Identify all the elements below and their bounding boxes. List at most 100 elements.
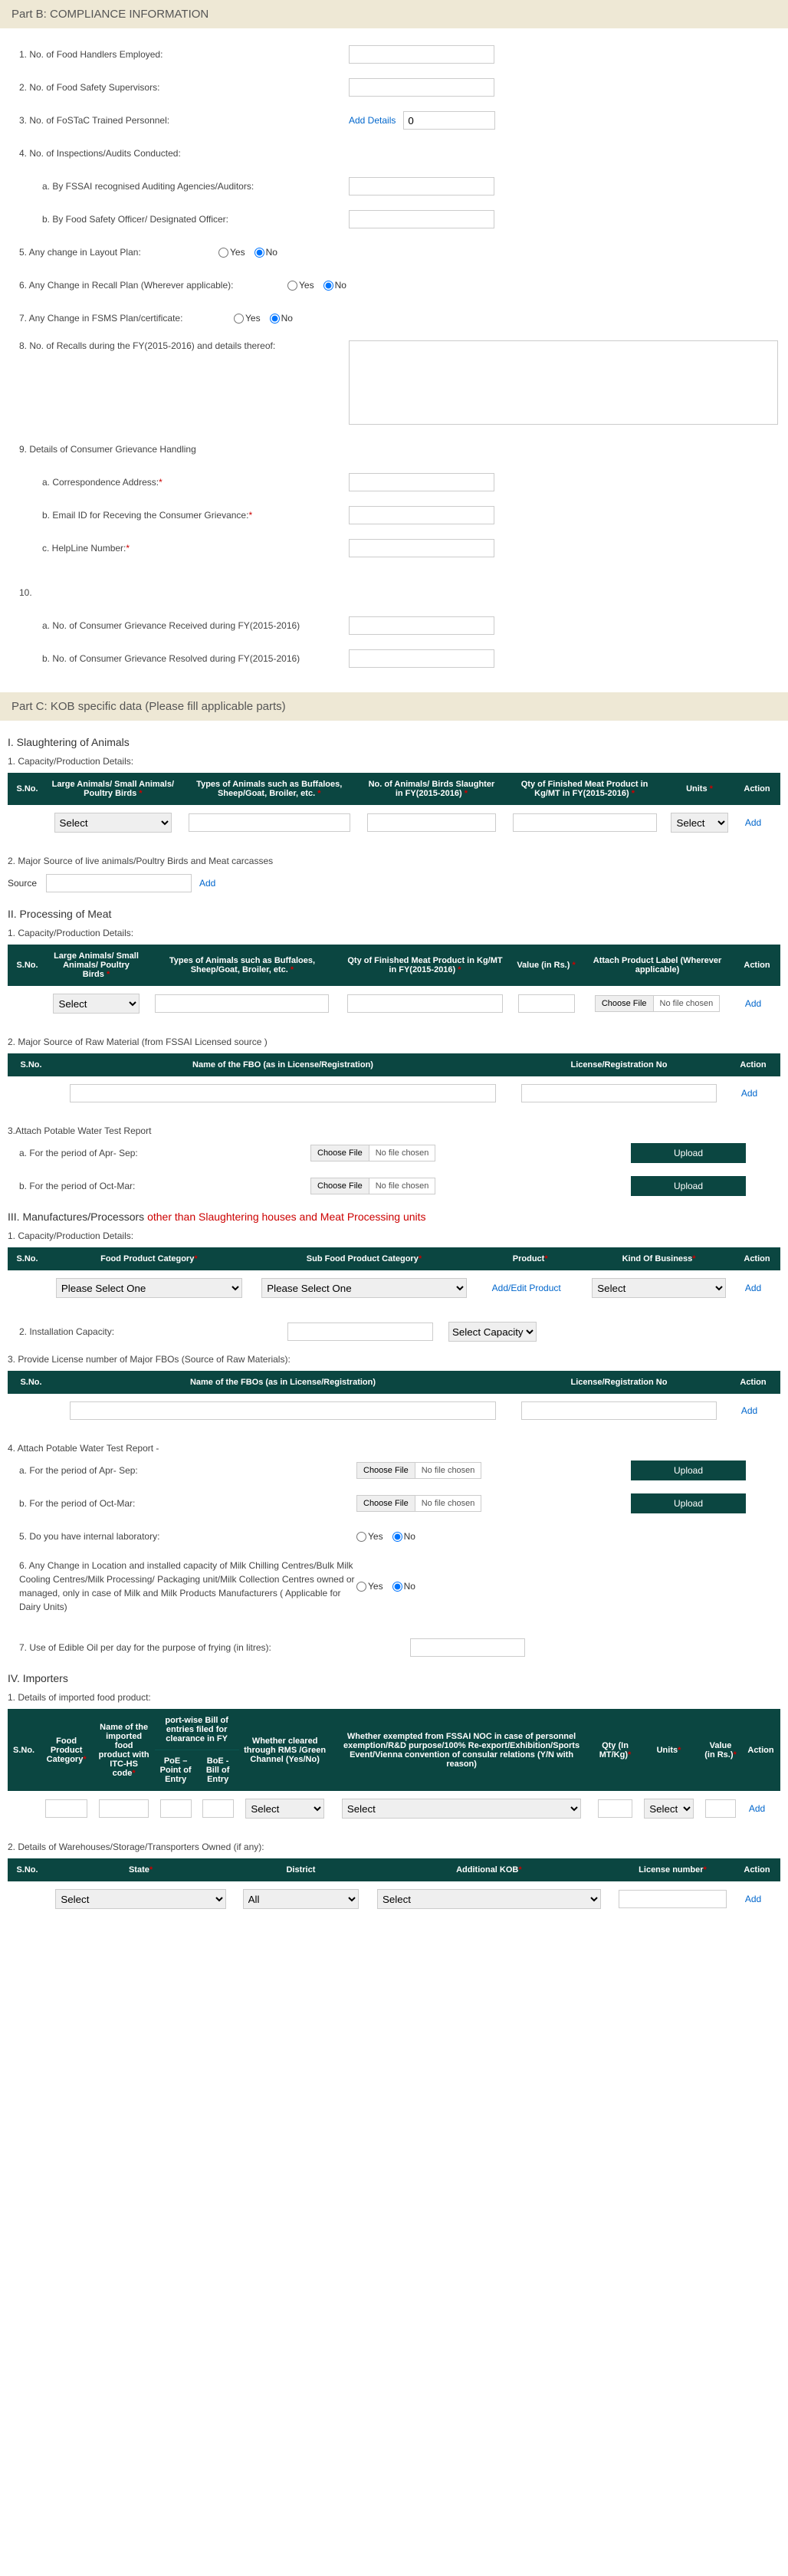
s1-units-select[interactable]: Select — [671, 813, 727, 833]
source-label: Source — [8, 878, 46, 889]
s1-slaughter-input[interactable] — [367, 813, 497, 832]
s4-licno-input[interactable] — [619, 1890, 727, 1908]
s4-poe-input[interactable] — [160, 1799, 192, 1818]
q9a-input[interactable] — [349, 473, 494, 491]
s3-subcat-select[interactable]: Please Select One — [261, 1278, 466, 1298]
s4-addkob-select[interactable]: Select — [377, 1889, 601, 1909]
th-exempt: Whether exempted from FSSAI NOC in case … — [331, 1710, 593, 1791]
q2-input[interactable] — [349, 78, 494, 97]
s3-capacity-select[interactable]: Select Capacity — [448, 1322, 537, 1342]
s3-cat-select[interactable]: Please Select One — [56, 1278, 242, 1298]
s4-cat-input[interactable] — [45, 1799, 87, 1818]
add-details-link[interactable]: Add Details — [349, 115, 396, 126]
s4-boe-input[interactable] — [202, 1799, 234, 1818]
q10a-label: a. No. of Consumer Grievance Received du… — [19, 620, 349, 631]
s2-apr-file-btn[interactable]: Choose File — [311, 1145, 369, 1161]
th-action: Action — [734, 774, 780, 805]
th-slaughter: No. of Animals/ Birds Slaughter in FY(20… — [359, 774, 504, 805]
s2-animals-select[interactable]: Select — [53, 994, 139, 1014]
s2-types-input[interactable] — [155, 994, 329, 1013]
source-input[interactable] — [46, 874, 192, 892]
yes-label: Yes — [245, 313, 261, 324]
s4-name-input[interactable] — [99, 1799, 149, 1818]
s3-q7-input[interactable] — [410, 1638, 525, 1657]
q9-label: 9. Details of Consumer Grievance Handlin… — [19, 444, 349, 455]
s4-d2-label: 2. Details of Warehouses/Storage/Transpo… — [8, 1842, 780, 1852]
q5-yes-radio[interactable] — [218, 248, 228, 258]
s3-apr-file-btn[interactable]: Choose File — [357, 1463, 415, 1478]
s2-apr-label: a. For the period of Apr- Sep: — [19, 1148, 310, 1158]
q7-yes-radio[interactable] — [234, 314, 244, 324]
th-lic: License/Registration No — [512, 1054, 727, 1076]
s3-apr-file-text: No file chosen — [415, 1466, 481, 1475]
s2-oct-upload[interactable]: Upload — [631, 1176, 746, 1196]
s3-add-link[interactable]: Add — [745, 1283, 761, 1293]
q9b-input[interactable] — [349, 506, 494, 524]
source-add-link[interactable]: Add — [199, 878, 215, 889]
s3-provide-add[interactable]: Add — [741, 1405, 757, 1416]
th-animals: Large Animals/ Small Animals/ Poultry Bi… — [47, 774, 180, 805]
s1-qty-input[interactable] — [513, 813, 657, 832]
s3-apr-label: a. For the period of Apr- Sep: — [19, 1465, 356, 1476]
q6-no-radio[interactable] — [323, 281, 333, 291]
s2-add-link[interactable]: Add — [745, 998, 761, 1009]
s2-file-btn[interactable]: Choose File — [596, 996, 654, 1011]
s2-apr-upload[interactable]: Upload — [631, 1143, 746, 1163]
th-name: Name of the imported food product with I… — [94, 1710, 155, 1791]
q4b-input[interactable] — [349, 210, 494, 228]
s3-q5-label: 5. Do you have internal laboratory: — [19, 1531, 356, 1542]
q10-label: 10. — [19, 587, 349, 598]
s4-qty-input[interactable] — [598, 1799, 633, 1818]
s4-district-select[interactable]: All — [243, 1889, 360, 1909]
q5-no-radio[interactable] — [254, 248, 264, 258]
q4a-label: a. By FSSAI recognised Auditing Agencies… — [19, 181, 349, 192]
section-2-title: II. Processing of Meat — [0, 908, 788, 920]
s3-q6-yes[interactable] — [356, 1582, 366, 1592]
s2-fbo-input[interactable] — [70, 1084, 496, 1102]
section-1-title: I. Slaughtering of Animals — [0, 736, 788, 748]
s4-val-input[interactable] — [705, 1799, 737, 1818]
s1-animals-select[interactable]: Select — [54, 813, 172, 833]
th-fbo: Name of the FBO (as in License/Registrat… — [54, 1054, 512, 1076]
s3-q5-no[interactable] — [392, 1532, 402, 1542]
s1-add-link[interactable]: Add — [745, 817, 761, 828]
s3-oct-file-btn[interactable]: Choose File — [357, 1496, 415, 1511]
s3-oct-upload[interactable]: Upload — [631, 1493, 746, 1513]
th-sno: S.No. — [8, 1054, 54, 1076]
s3-kob-select[interactable]: Select — [592, 1278, 726, 1298]
s2-value-input[interactable] — [518, 994, 575, 1013]
q4-label: 4. No. of Inspections/Audits Conducted: — [19, 148, 349, 159]
s2-lic-input[interactable] — [521, 1084, 717, 1102]
s3-lic-input[interactable] — [521, 1401, 717, 1420]
q6-yes-radio[interactable] — [287, 281, 297, 291]
s4-rms-select[interactable]: Select — [245, 1799, 324, 1819]
q10a-input[interactable] — [349, 616, 494, 635]
q3-input[interactable] — [403, 111, 495, 130]
s3-oct-label: b. For the period of Oct-Mar: — [19, 1498, 356, 1509]
s4-units-select[interactable]: Select — [644, 1799, 694, 1819]
s4-w-add-link[interactable]: Add — [745, 1894, 761, 1904]
s3-fbo-input[interactable] — [70, 1401, 496, 1420]
q10b-input[interactable] — [349, 649, 494, 668]
s3-addedit-link[interactable]: Add/Edit Product — [492, 1283, 561, 1293]
s3-install-input[interactable] — [287, 1322, 433, 1341]
s1-types-input[interactable] — [189, 813, 350, 832]
s3-apr-upload[interactable]: Upload — [631, 1460, 746, 1480]
s3-q5-yes[interactable] — [356, 1532, 366, 1542]
q4a-input[interactable] — [349, 177, 494, 196]
q7-no-radio[interactable] — [270, 314, 280, 324]
s2-qty-input[interactable] — [347, 994, 503, 1013]
s4-add-link[interactable]: Add — [749, 1803, 765, 1814]
s4-exempt-select[interactable]: Select — [342, 1799, 581, 1819]
q9c-input[interactable] — [349, 539, 494, 557]
q10b-label: b. No. of Consumer Grievance Resolved du… — [19, 653, 349, 664]
q1-input[interactable] — [349, 45, 494, 64]
q8-textarea[interactable] — [349, 340, 778, 425]
s2-major-add[interactable]: Add — [741, 1088, 757, 1099]
s2-major-label: 2. Major Source of Raw Material (from FS… — [8, 1037, 780, 1047]
s3-q6-no[interactable] — [392, 1582, 402, 1592]
s4-state-select[interactable]: Select — [55, 1889, 225, 1909]
q7-label: 7. Any Change in FSMS Plan/certificate: — [19, 313, 234, 324]
s2-oct-file-btn[interactable]: Choose File — [311, 1178, 369, 1194]
s2-major-table: S.No. Name of the FBO (as in License/Reg… — [8, 1053, 780, 1110]
